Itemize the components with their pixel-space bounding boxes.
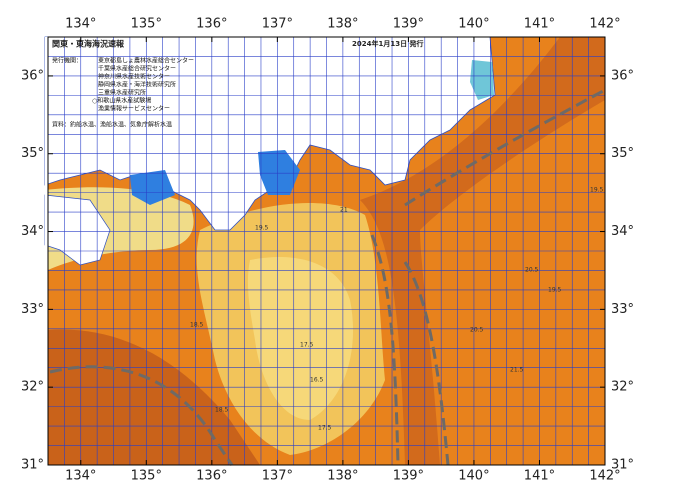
lat-label: 32°: [21, 380, 44, 395]
issuer: 東京都島しょ農林水産総合センター: [98, 57, 194, 65]
lat-label: 34°: [21, 224, 44, 239]
lon-label: 142°: [589, 469, 620, 484]
contour-label: 18.5: [190, 322, 204, 329]
issue-date: 2024年1月13日 発行: [352, 39, 424, 48]
lat-label: 36°: [611, 68, 634, 83]
edge: [45, 37, 48, 465]
issuer-label: 発行機関：: [52, 57, 82, 65]
map-frame: [47, 36, 606, 466]
lat-label: 36°: [21, 68, 44, 83]
current-line: [404, 88, 606, 207]
warm-core: [360, 37, 605, 465]
contour-labels: 18.5 17.5 16.5 19.5 21 20.5 19.5 18.5 17…: [190, 187, 604, 432]
map-title: 関東・東海海況速報: [52, 39, 125, 49]
contour-label: 21: [340, 207, 348, 214]
data-source: 資料：釣船水温、漁船水温、気象庁解析水温: [52, 121, 172, 129]
issuer: ○和歌山県水産試験場: [92, 97, 151, 105]
lat-label: 35°: [611, 146, 634, 161]
lat-label: 35°: [21, 146, 44, 161]
bay: [258, 150, 300, 195]
current-line: [370, 234, 400, 466]
kuroshio-axis: [49, 88, 606, 466]
contour-label: 19.5: [590, 187, 604, 194]
lon-label: 137°: [262, 469, 293, 484]
issuer: 漁業情報サービスセンター: [98, 105, 170, 113]
lat-label: 34°: [611, 224, 634, 239]
issuer: 三重県水産研究所: [98, 89, 146, 97]
issuer: 神奈川県水産技術センター: [98, 73, 170, 81]
lon-label: 141°: [524, 17, 555, 32]
lon-label: 134°: [65, 17, 96, 32]
contour-label: 16.5: [310, 377, 324, 384]
lon-label: 136°: [196, 469, 227, 484]
current-line: [49, 365, 234, 466]
lon-label: 140°: [458, 469, 489, 484]
lon-label: 139°: [393, 17, 424, 32]
contour-label: 17.5: [318, 425, 332, 432]
contour-label: 19.5: [255, 225, 269, 232]
bay: [470, 60, 494, 100]
lon-label: 136°: [196, 17, 227, 32]
issuer: 静岡県水産・海洋技術研究所: [98, 81, 176, 89]
lon-label: 140°: [458, 17, 489, 32]
header: 関東・東海海況速報 2024年1月13日 発行 発行機関： 東京都島しょ農林水産…: [52, 39, 424, 129]
contour-label: 17.5: [300, 342, 314, 349]
contour-label: 18.5: [215, 407, 229, 414]
contour-label: 21.5: [510, 367, 524, 374]
contour-label: 20.5: [525, 267, 539, 274]
lon-label: 141°: [524, 469, 555, 484]
lon-label: 135°: [131, 469, 162, 484]
lon-label: 138°: [327, 469, 358, 484]
bay: [130, 170, 175, 205]
lat-label: 33°: [611, 302, 634, 317]
lat-label: 31°: [21, 458, 44, 473]
lon-label: 139°: [393, 469, 424, 484]
axes: 134° 134° 135° 135° 136° 136° 137° 137° 138° 138°…: [21, 17, 634, 484]
lat-label: 32°: [611, 380, 634, 395]
lat-label: 33°: [21, 302, 44, 317]
lon-label: 135°: [131, 17, 162, 32]
contour-label: 20.5: [470, 327, 484, 334]
lon-label: 134°: [65, 469, 96, 484]
lon-label: 142°: [589, 17, 620, 32]
contour-label: 19.5: [548, 287, 562, 294]
lon-label: 138°: [327, 17, 358, 32]
lon-label: 137°: [262, 17, 293, 32]
issuer: 千葉県水産総合研究センター: [98, 65, 176, 73]
warm-core: [48, 329, 260, 465]
lat-label: 31°: [611, 458, 634, 473]
